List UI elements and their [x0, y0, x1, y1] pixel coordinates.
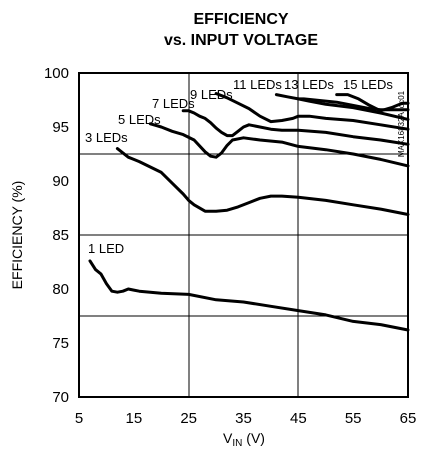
- series-label-15-leds: 15 LEDs: [343, 77, 393, 92]
- y-tick-labels: 70 75 80 85 90 95 100: [44, 65, 69, 406]
- chart-title: EFFICIENCY: [193, 11, 288, 28]
- series-label-1-led: 1 LED: [88, 241, 124, 256]
- series-line-15-leds: [335, 93, 410, 113]
- y-tick-label: 90: [52, 173, 69, 190]
- series-line-3-leds: [115, 147, 410, 216]
- x-tick-label: 5: [75, 410, 83, 427]
- x-tick-label: 55: [345, 410, 362, 427]
- y-tick-label: 100: [44, 65, 69, 82]
- series-line-1-led: [88, 259, 410, 332]
- series-labels: 1 LED 3 LEDs 5 LEDs 7 LEDs 9 LEDs 11 LED…: [85, 77, 393, 256]
- x-tick-label: 65: [400, 410, 417, 427]
- series-line-9-leds: [214, 92, 410, 131]
- series-label-11-leds: 11 LEDs: [233, 77, 282, 92]
- series-line-5-leds: [148, 122, 410, 168]
- x-tick-label: 15: [125, 410, 142, 427]
- x-axis-label-unit: (V): [242, 430, 265, 446]
- series-label-7-leds: 7 LEDs: [152, 96, 195, 111]
- x-axis-label-main: V: [223, 430, 233, 446]
- series-label-9-leds: 9 LEDs: [190, 87, 233, 102]
- series-line-7-leds: [181, 109, 410, 146]
- series-label-3-leds: 3 LEDs: [85, 130, 128, 145]
- series-line-11-leds: [274, 93, 410, 121]
- x-tick-label: 35: [235, 410, 252, 427]
- series-label-5-leds: 5 LEDs: [118, 112, 161, 127]
- x-tick-labels: 5 15 25 35 45 55 65: [75, 410, 417, 427]
- x-tick-label: 45: [290, 410, 307, 427]
- y-tick-label: 75: [52, 335, 69, 352]
- x-axis-label: VIN (V): [223, 430, 265, 449]
- y-tick-label: 70: [52, 389, 69, 406]
- y-tick-label: 85: [52, 227, 69, 244]
- series-label-13-leds: 13 LEDs: [284, 77, 334, 92]
- plot-frame: [78, 72, 409, 398]
- y-tick-label: 80: [52, 281, 69, 298]
- y-axis-label: EFFICIENCY (%): [9, 181, 25, 290]
- figure-code: MAX16832A toc01: [397, 90, 406, 157]
- x-tick-label: 25: [180, 410, 197, 427]
- series-lines: [88, 92, 410, 332]
- chart-subtitle: vs. INPUT VOLTAGE: [164, 32, 318, 49]
- y-tick-label: 95: [52, 119, 69, 136]
- x-axis-label-sub: IN: [232, 438, 242, 449]
